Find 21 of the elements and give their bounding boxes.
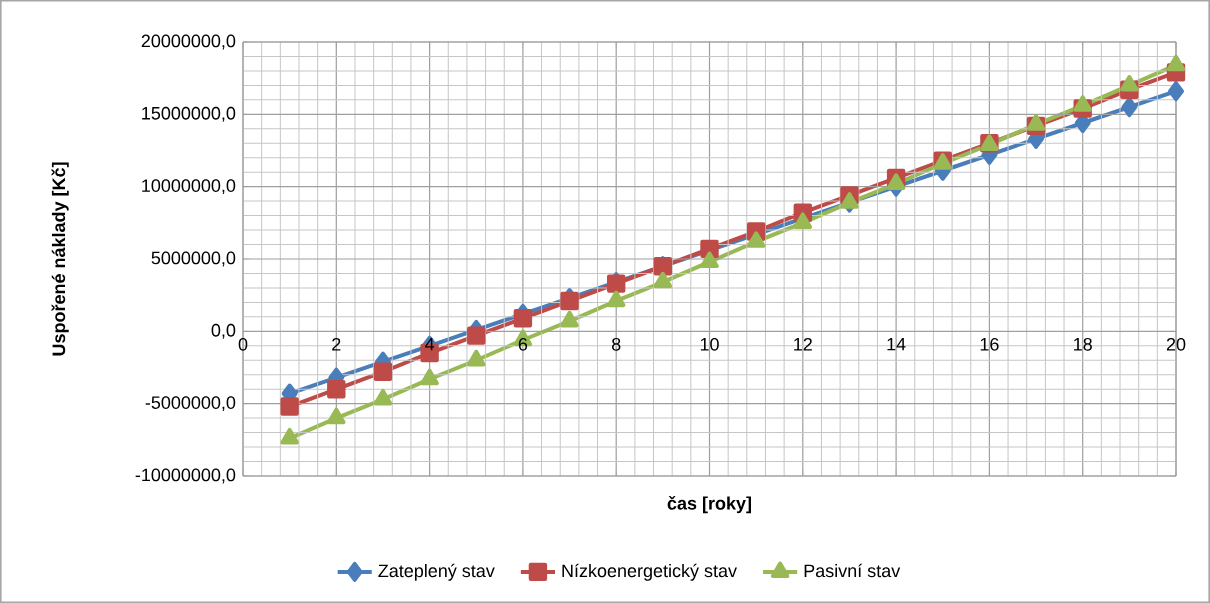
x-tick-label: 20: [1166, 337, 1186, 351]
x-tick-label: 18: [1074, 337, 1092, 351]
y-tick-label: 20000000,0: [141, 34, 236, 50]
y-tick-label: 0,0: [211, 323, 236, 339]
y-tick-label: -10000000,0: [135, 468, 236, 484]
x-tick-label: 10: [700, 337, 719, 351]
x-tick-label: 2: [332, 337, 341, 351]
x-axis-title: čas [roky]: [667, 496, 751, 514]
x-tick-label: 8: [611, 337, 621, 351]
y-tick-label: 15000000,0: [142, 106, 236, 122]
y-tick-label: 5000000,0: [151, 251, 236, 267]
legend-label: Zateplený stav: [378, 563, 495, 581]
y-tick-label: 10000000,0: [142, 179, 236, 195]
x-tick-label: 12: [794, 337, 812, 351]
x-tick-label: 14: [887, 337, 906, 351]
x-tick-label: 16: [980, 337, 999, 351]
y-axis-title: Uspořené náklady [Kč]: [51, 162, 69, 356]
legend-label: Nízkoenergetický stav: [562, 563, 737, 581]
x-tick-label: 0: [238, 337, 248, 351]
legend-label: Pasivní stav: [804, 563, 901, 578]
y-tick-label: -5000000,0: [145, 396, 236, 412]
